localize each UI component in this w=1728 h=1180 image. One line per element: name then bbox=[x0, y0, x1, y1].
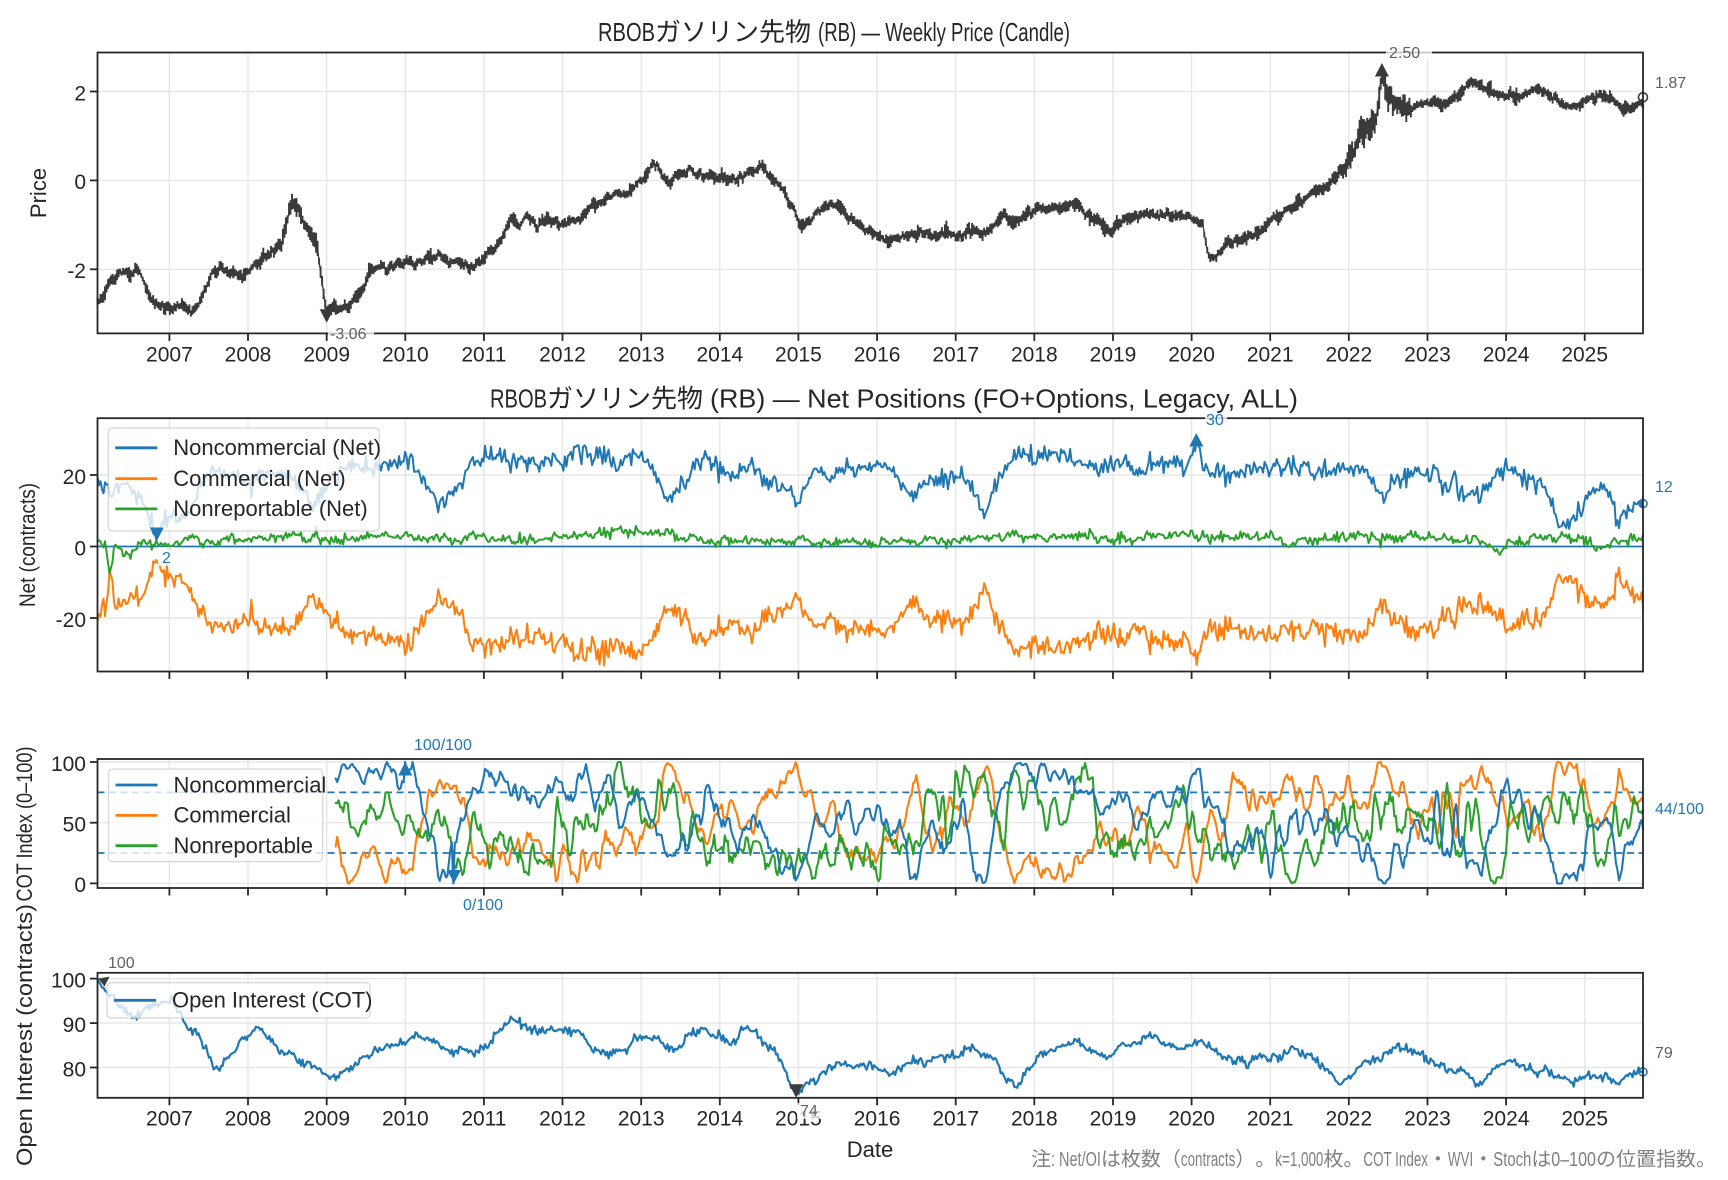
svg-text:-20: -20 bbox=[56, 609, 86, 632]
svg-text:50: 50 bbox=[63, 814, 86, 837]
svg-text:2008: 2008 bbox=[225, 1108, 272, 1131]
svg-text:2021: 2021 bbox=[1247, 1108, 1294, 1131]
svg-text:79: 79 bbox=[1655, 1045, 1673, 1062]
svg-text:2012: 2012 bbox=[539, 1108, 586, 1131]
svg-text:(RB) — Weekly Price (Candle): (RB) — Weekly Price (Candle) bbox=[818, 17, 1070, 47]
svg-text:2009: 2009 bbox=[303, 1108, 350, 1131]
svg-text:2010: 2010 bbox=[382, 344, 429, 367]
svg-text:2022: 2022 bbox=[1325, 1108, 1372, 1131]
svg-text:74: 74 bbox=[800, 1103, 818, 1120]
svg-text:-3.06: -3.06 bbox=[330, 326, 367, 343]
svg-text:: Net/OI: : Net/OI bbox=[1051, 1149, 1101, 1171]
svg-text:2007: 2007 bbox=[146, 1108, 193, 1131]
svg-text:2012: 2012 bbox=[539, 344, 586, 367]
svg-text:30: 30 bbox=[1206, 412, 1224, 429]
svg-text:90: 90 bbox=[63, 1014, 86, 1037]
svg-text:2019: 2019 bbox=[1090, 344, 1137, 367]
svg-text:RBOB: RBOB bbox=[490, 384, 547, 414]
svg-text:2018: 2018 bbox=[1011, 344, 1058, 367]
svg-text:2018: 2018 bbox=[1011, 1108, 1058, 1131]
svg-text:0/100: 0/100 bbox=[463, 897, 503, 914]
svg-text:Open Interest (COT): Open Interest (COT) bbox=[172, 988, 373, 1013]
svg-text:2023: 2023 bbox=[1404, 344, 1451, 367]
svg-text:Open Interest (contracts): Open Interest (contracts) bbox=[12, 904, 37, 1166]
svg-text:2: 2 bbox=[162, 550, 171, 567]
svg-text:2017: 2017 bbox=[932, 1108, 979, 1131]
svg-text:2015: 2015 bbox=[775, 344, 822, 367]
svg-text:Commercial (Net): Commercial (Net) bbox=[173, 466, 345, 491]
svg-text:12: 12 bbox=[1655, 479, 1673, 496]
svg-text:2024: 2024 bbox=[1483, 344, 1530, 367]
svg-text:2008: 2008 bbox=[225, 344, 272, 367]
svg-text:2017: 2017 bbox=[932, 344, 979, 367]
svg-text:RBOB: RBOB bbox=[598, 17, 655, 47]
svg-text:Stoch: Stoch bbox=[1493, 1149, 1531, 1171]
svg-text:2020: 2020 bbox=[1168, 344, 1215, 367]
svg-text:2020: 2020 bbox=[1168, 1108, 1215, 1131]
svg-text:0–100: 0–100 bbox=[1551, 1149, 1596, 1171]
svg-text:Noncommercial (Net): Noncommercial (Net) bbox=[173, 435, 381, 460]
svg-text:contracts: contracts bbox=[1181, 1149, 1235, 1171]
svg-text:2014: 2014 bbox=[696, 344, 743, 367]
svg-text:Commercial: Commercial bbox=[174, 803, 291, 828]
svg-text:2014: 2014 bbox=[696, 1108, 743, 1131]
svg-text:2016: 2016 bbox=[854, 1108, 901, 1131]
svg-text:0: 0 bbox=[74, 874, 86, 897]
svg-text:2019: 2019 bbox=[1090, 1108, 1137, 1131]
svg-text:COT Index: COT Index bbox=[1363, 1149, 1428, 1171]
svg-text:2007: 2007 bbox=[146, 344, 193, 367]
svg-text:2010: 2010 bbox=[382, 1108, 429, 1131]
svg-text:80: 80 bbox=[63, 1058, 86, 1081]
svg-text:2: 2 bbox=[74, 82, 86, 105]
svg-text:2009: 2009 bbox=[303, 344, 350, 367]
svg-text:44/100: 44/100 bbox=[1655, 801, 1704, 818]
svg-text:2025: 2025 bbox=[1561, 1108, 1608, 1131]
svg-text:100: 100 bbox=[51, 753, 86, 776]
svg-text:2011: 2011 bbox=[461, 1108, 506, 1131]
svg-text:Noncommercial: Noncommercial bbox=[174, 772, 327, 797]
svg-text:0: 0 bbox=[74, 537, 86, 560]
svg-text:Nonreportable: Nonreportable bbox=[174, 833, 313, 858]
svg-text:k=1,000: k=1,000 bbox=[1275, 1149, 1323, 1171]
svg-text:Price: Price bbox=[26, 168, 51, 218]
svg-text:100: 100 bbox=[108, 955, 135, 972]
svg-text:(RB) — Net Positions (FO+Optio: (RB) — Net Positions (FO+Options, Legacy… bbox=[710, 384, 1298, 414]
svg-text:0: 0 bbox=[74, 171, 86, 194]
svg-text:2013: 2013 bbox=[618, 344, 665, 367]
svg-text:2023: 2023 bbox=[1404, 1108, 1451, 1131]
svg-text:2021: 2021 bbox=[1247, 344, 1294, 367]
svg-text:2013: 2013 bbox=[618, 1108, 665, 1131]
svg-text:-2: -2 bbox=[67, 260, 86, 283]
svg-text:2022: 2022 bbox=[1325, 344, 1372, 367]
svg-text:WVI: WVI bbox=[1448, 1149, 1473, 1171]
svg-text:2025: 2025 bbox=[1561, 344, 1608, 367]
svg-text:COT Index (0–100): COT Index (0–100) bbox=[12, 747, 37, 902]
svg-text:2011: 2011 bbox=[461, 344, 506, 367]
svg-text:Date: Date bbox=[847, 1137, 893, 1162]
svg-text:20: 20 bbox=[63, 466, 86, 489]
svg-text:Nonreportable (Net): Nonreportable (Net) bbox=[173, 496, 367, 521]
svg-text:100: 100 bbox=[51, 969, 86, 992]
svg-text:2024: 2024 bbox=[1483, 1108, 1530, 1131]
svg-text:2016: 2016 bbox=[854, 344, 901, 367]
svg-text:2.50: 2.50 bbox=[1389, 45, 1420, 62]
svg-text:1.87: 1.87 bbox=[1655, 75, 1686, 92]
svg-text:Net (contracts): Net (contracts) bbox=[15, 483, 40, 607]
svg-text:100/100: 100/100 bbox=[414, 737, 472, 754]
